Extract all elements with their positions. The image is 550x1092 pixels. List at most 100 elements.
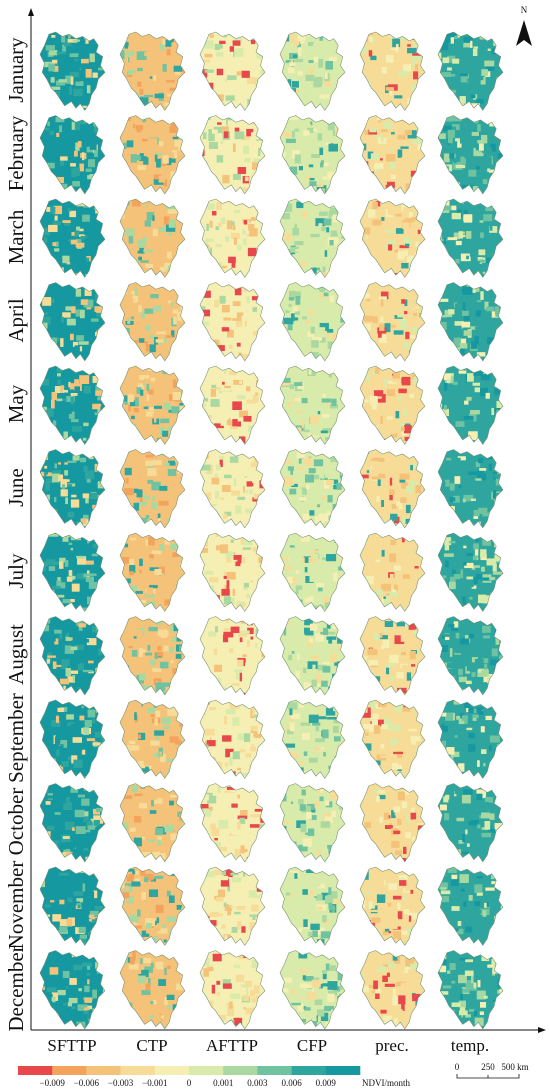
map-tile <box>39 281 106 362</box>
map-tile <box>437 281 504 362</box>
legend-swatch <box>291 1066 327 1075</box>
month-label-july: July <box>4 553 28 589</box>
legend-tick-label: −0.009 <box>40 1078 66 1088</box>
legend-swatch <box>189 1066 224 1075</box>
legend-swatch <box>154 1066 190 1075</box>
map-tile <box>359 281 426 362</box>
map-tile <box>119 949 186 1030</box>
map-grid <box>39 31 504 1030</box>
map-tile <box>359 782 426 863</box>
legend-swatch <box>223 1066 258 1075</box>
month-label-november: November <box>4 861 28 950</box>
column-label-2: AFTTP <box>206 1036 258 1055</box>
map-tile <box>437 782 504 863</box>
legend-tick-label: 0 <box>187 1078 192 1088</box>
map-tile <box>279 365 346 445</box>
map-tile <box>279 114 346 195</box>
map-tile <box>279 949 346 1030</box>
map-tile <box>279 31 346 111</box>
month-label-march: March <box>4 209 28 264</box>
map-tile <box>199 31 266 111</box>
legend-swatch <box>120 1066 156 1075</box>
map-tile <box>279 281 346 362</box>
map-tile <box>199 615 266 696</box>
map-tile <box>359 31 426 111</box>
map-tile <box>39 114 106 195</box>
map-tile <box>39 448 106 529</box>
map-tile <box>39 615 106 696</box>
map-tile <box>39 949 106 1030</box>
map-tile <box>119 699 186 779</box>
map-tile <box>199 699 266 779</box>
map-tile <box>279 782 346 863</box>
map-tile <box>359 699 426 779</box>
map-tile <box>119 615 186 696</box>
map-tile <box>279 448 346 529</box>
map-tile <box>39 198 106 278</box>
map-tile <box>119 114 186 195</box>
scale-bar: 0 250 500 km <box>455 1062 529 1079</box>
map-tile <box>437 448 504 529</box>
north-arrow-icon <box>516 20 532 46</box>
month-label-december: December <box>4 945 28 1031</box>
map-tile <box>437 31 504 111</box>
map-tile <box>437 615 504 696</box>
map-tile <box>39 365 106 445</box>
map-tile <box>39 782 106 863</box>
map-tile <box>199 198 266 278</box>
month-label-may: May <box>4 384 28 423</box>
map-tile <box>39 699 106 779</box>
scale-bar-label: 500 km <box>501 1062 528 1072</box>
legend: −0.009 −0.006 −0.003 −0.001 0 0.001 0.003 0.006… <box>18 1066 410 1088</box>
legend-swatch <box>257 1066 292 1075</box>
map-tile <box>199 365 266 445</box>
month-label-february: February <box>4 115 28 191</box>
map-tile <box>437 699 504 779</box>
map-tile <box>119 281 186 362</box>
month-label-october: October <box>4 788 28 856</box>
map-tile <box>119 198 186 278</box>
month-labels: January February March April May June July Augu… <box>4 37 28 1032</box>
map-tile <box>39 532 106 612</box>
map-tile <box>279 866 346 946</box>
map-tile <box>359 866 426 946</box>
map-tile <box>359 448 426 529</box>
axes <box>28 8 546 1033</box>
map-tile <box>199 532 266 612</box>
map-tile <box>359 949 426 1030</box>
map-tile <box>199 448 266 529</box>
map-tile <box>359 198 426 278</box>
map-tile <box>199 866 266 946</box>
column-label-1: CTP <box>136 1036 167 1055</box>
map-tile <box>279 615 346 696</box>
column-label-3: CFP <box>297 1036 327 1055</box>
map-tile <box>119 782 186 863</box>
north-arrow: N <box>516 5 532 46</box>
map-tile <box>279 532 346 612</box>
map-tile <box>199 949 266 1030</box>
month-label-april: April <box>4 298 28 342</box>
legend-tick-label: −0.006 <box>74 1078 100 1088</box>
legend-swatch <box>86 1066 121 1075</box>
map-tile <box>199 114 266 195</box>
map-tile <box>39 866 106 946</box>
map-tile <box>119 448 186 529</box>
legend-swatch <box>18 1066 53 1075</box>
north-label: N <box>521 5 528 15</box>
map-tile <box>437 198 504 278</box>
legend-swatch <box>52 1066 87 1075</box>
map-tile <box>437 532 504 612</box>
legend-tick-label: −0.001 <box>142 1078 167 1088</box>
map-tile <box>437 949 504 1030</box>
legend-tick-label: 0.006 <box>281 1078 302 1088</box>
legend-unit: NDVI/month <box>362 1078 410 1088</box>
map-tile <box>279 198 346 278</box>
map-tile <box>119 532 186 612</box>
map-tile <box>359 615 426 696</box>
month-label-january: January <box>4 37 28 103</box>
map-tile <box>437 866 504 946</box>
column-label-5: temp. <box>451 1036 489 1055</box>
legend-tick-label: 0.003 <box>247 1078 268 1088</box>
map-tile <box>199 782 266 863</box>
